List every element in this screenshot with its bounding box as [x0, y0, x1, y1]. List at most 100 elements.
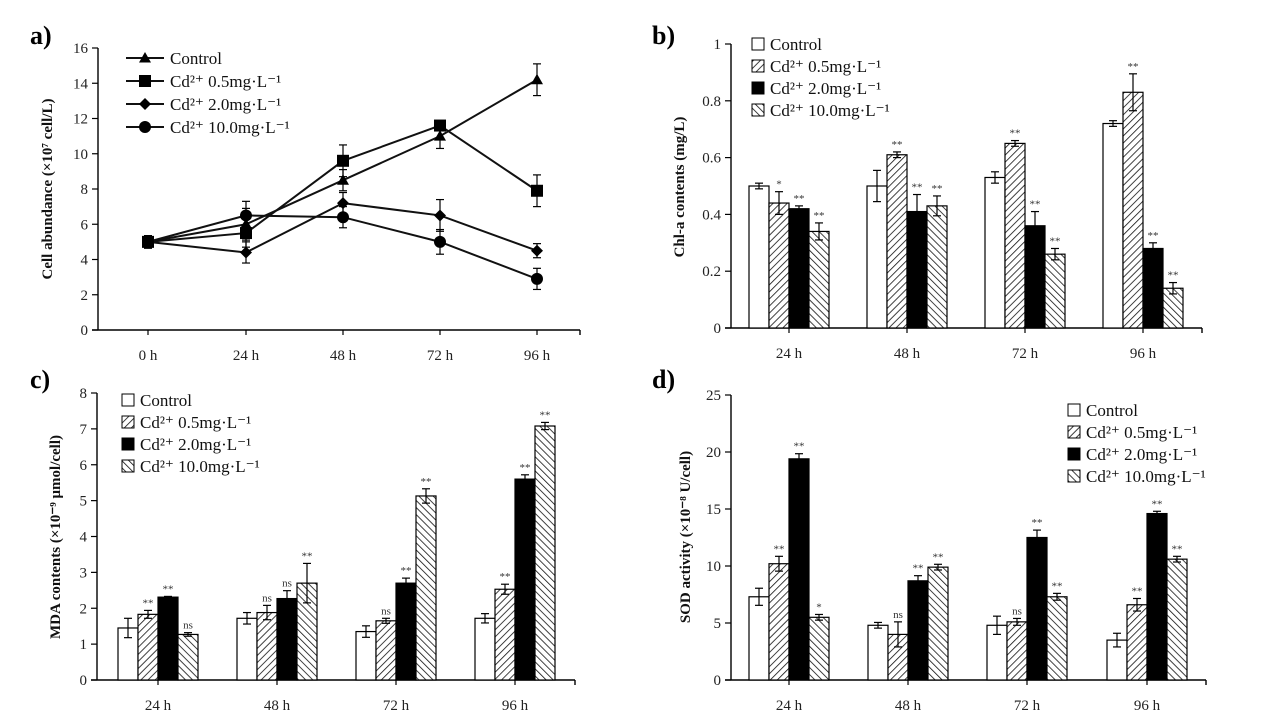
bar — [788, 458, 810, 681]
legend-item: Control — [1067, 401, 1138, 420]
x-tick-label: 48 h — [264, 698, 291, 714]
y-tick-label: 0.4 — [702, 207, 721, 223]
bar — [866, 185, 888, 329]
square-marker — [434, 119, 446, 132]
bar — [514, 478, 536, 681]
x-tick-label: 24 h — [776, 346, 803, 362]
square-marker — [337, 154, 349, 167]
significance-label: ** — [933, 551, 944, 563]
legend-label: Cd²⁺ 0.5mg·L⁻¹ — [770, 57, 881, 76]
x-tick-label: 24 h — [776, 698, 803, 714]
x-tick-label: 96 h — [1130, 346, 1157, 362]
diamond-marker — [240, 246, 252, 259]
bar — [534, 425, 556, 681]
bar — [474, 617, 496, 681]
significance-label: ** — [143, 597, 154, 609]
x-tick-label: 72 h — [427, 348, 454, 364]
significance-label: ns — [262, 592, 272, 604]
y-tick-label: 1 — [80, 637, 88, 653]
y-tick-label: 10 — [73, 147, 88, 163]
legend-label: Cd²⁺ 10.0mg·L⁻¹ — [1086, 467, 1206, 486]
x-tick-label: 0 h — [139, 348, 158, 364]
x-tick-label: 96 h — [502, 698, 529, 714]
y-tick-label: 8 — [81, 182, 89, 198]
x-tick-label: 96 h — [1134, 698, 1161, 714]
legend-item: Cd²⁺ 2.0mg·L⁻¹ — [121, 435, 251, 454]
bar — [927, 566, 949, 681]
legend-label: Cd²⁺ 2.0mg·L⁻¹ — [170, 95, 281, 114]
bar — [984, 176, 1006, 329]
bar — [1006, 621, 1028, 681]
circle-marker — [434, 235, 446, 248]
significance-label: ** — [1148, 230, 1159, 242]
bar — [1024, 225, 1046, 329]
y-tick-label: 4 — [80, 530, 88, 546]
significance-label: ** — [794, 193, 805, 205]
significance-label: ** — [540, 409, 551, 421]
significance-label: ** — [1010, 128, 1021, 140]
y-tick-label: 20 — [706, 445, 721, 461]
legend-swatch — [1067, 447, 1081, 461]
y-tick-label: 0.2 — [702, 264, 721, 280]
square-marker — [139, 75, 151, 87]
x-tick-label: 72 h — [1012, 346, 1039, 362]
panel-label-b: b) — [652, 21, 675, 50]
significance-label: ** — [520, 462, 531, 474]
legend-label: Control — [1086, 401, 1138, 420]
significance-label: ns — [1012, 605, 1022, 617]
y-tick-label: 16 — [73, 41, 89, 57]
significance-label: ** — [912, 182, 923, 194]
significance-label: ** — [401, 565, 412, 577]
triangle-marker — [139, 52, 151, 63]
panel-a-cell-abundance: a) Cell abundance (×10⁷ cell/L) 0 2 4 6 8 10 1… — [30, 21, 581, 364]
bar — [1166, 558, 1188, 681]
bar — [1004, 142, 1026, 329]
legend-swatch — [751, 37, 765, 51]
bar-group: ** ** ** — [1106, 498, 1188, 681]
bar — [177, 633, 199, 681]
y-tick-label: 6 — [80, 458, 88, 474]
bar — [355, 630, 377, 681]
legend-label: Cd²⁺ 2.0mg·L⁻¹ — [140, 435, 251, 454]
bar — [157, 596, 179, 681]
legend-item: Cd²⁺ 10.0mg·L⁻¹ — [126, 118, 290, 137]
significance-label: ** — [932, 183, 943, 195]
square-marker — [531, 184, 543, 197]
legend-item: Cd²⁺ 10.0mg·L⁻¹ — [751, 101, 890, 120]
significance-label: ** — [1052, 580, 1063, 592]
bar — [907, 580, 929, 681]
legend-label: Cd²⁺ 2.0mg·L⁻¹ — [1086, 445, 1197, 464]
y-tick-label: 2 — [81, 288, 89, 304]
legend-label: Cd²⁺ 10.0mg·L⁻¹ — [770, 101, 890, 120]
bar-group: ns ** ** — [355, 476, 437, 681]
legend-swatch — [1067, 425, 1081, 439]
bar — [276, 597, 298, 681]
bar — [867, 624, 889, 681]
y-tick-label: 0 — [80, 673, 88, 689]
legend-swatch — [121, 393, 135, 407]
significance-label: ** — [163, 583, 174, 595]
bar — [1046, 596, 1068, 681]
legend-item: Cd²⁺ 2.0mg·L⁻¹ — [751, 79, 881, 98]
circle-marker — [139, 121, 151, 133]
legend-label: Cd²⁺ 2.0mg·L⁻¹ — [770, 79, 881, 98]
y-tick-label: 6 — [81, 217, 89, 233]
triangle-marker — [531, 73, 543, 85]
bar-group: ** ** ** — [1102, 61, 1184, 329]
x-tick-label: 72 h — [1014, 698, 1041, 714]
bar — [1146, 512, 1168, 681]
y-tick-label: 1 — [714, 37, 722, 53]
significance-label: ** — [1152, 498, 1163, 510]
triangle-marker — [434, 130, 446, 141]
y-axis-title-c: MDA contents (×10⁻⁹ μmol/cell) — [48, 435, 64, 639]
y-tick-label: 10 — [706, 559, 721, 575]
bar — [256, 611, 278, 681]
bar — [1044, 253, 1066, 329]
legend-item: Cd²⁺ 0.5mg·L⁻¹ — [751, 57, 881, 76]
y-tick-label: 0 — [714, 321, 722, 337]
bar-group: ** ** ** — [474, 409, 556, 681]
bar-group: ** ** ns — [117, 583, 199, 681]
diamond-marker — [434, 209, 446, 222]
significance-label: ** — [302, 550, 313, 562]
